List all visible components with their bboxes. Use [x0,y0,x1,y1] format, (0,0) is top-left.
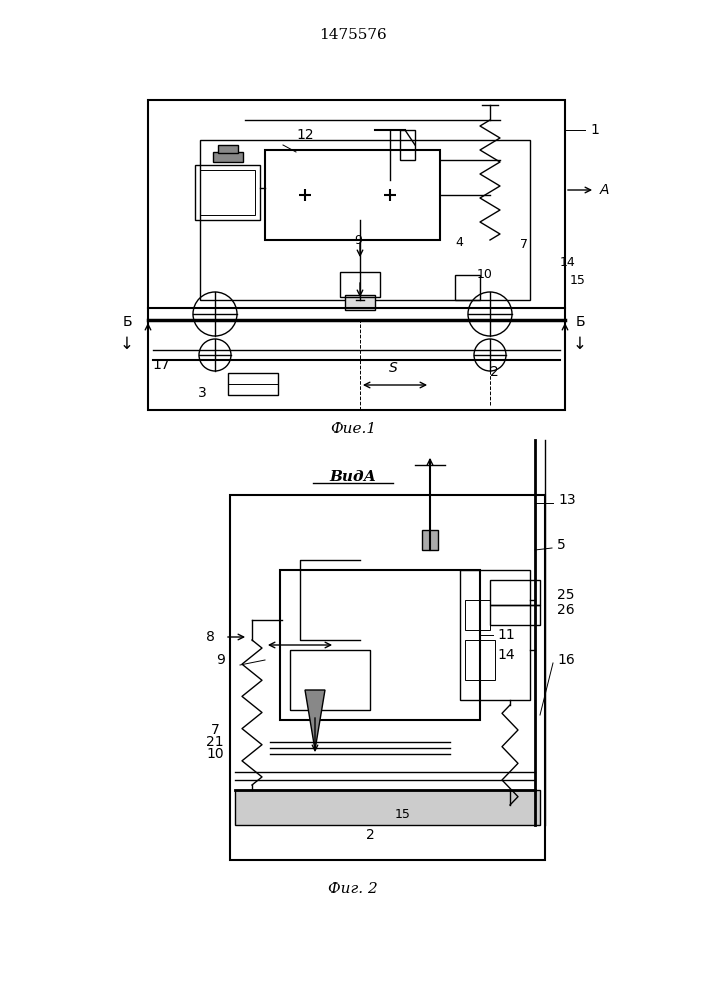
Bar [280,570,480,720]
Bar [490,605,540,625]
Text: 10: 10 [477,268,493,282]
Bar [465,640,495,680]
Bar [230,495,545,860]
Bar [422,530,438,550]
Text: 11: 11 [497,628,515,642]
Text: 12: 12 [296,128,314,142]
Bar [228,373,278,395]
Text: 14: 14 [497,648,515,662]
Text: ↓: ↓ [120,335,134,353]
Bar [200,170,255,215]
Text: 21: 21 [206,735,224,749]
Text: Б: Б [122,315,132,329]
Text: 1: 1 [590,123,599,137]
Text: 5: 5 [557,538,566,552]
Bar [340,272,380,297]
Text: 15: 15 [395,808,411,822]
Bar [213,152,243,162]
Text: 2: 2 [366,828,375,842]
Bar [400,130,415,160]
Text: 14: 14 [560,255,575,268]
Text: 1475576: 1475576 [319,28,387,42]
Text: 2: 2 [490,365,498,379]
Bar [460,570,530,700]
Text: 17: 17 [152,358,170,372]
Text: ↓: ↓ [573,335,587,353]
Text: 9: 9 [354,233,362,246]
Bar [195,165,260,220]
Bar [148,100,565,410]
Polygon shape [305,690,325,750]
Text: 7: 7 [211,723,219,737]
Text: 10: 10 [206,747,224,761]
Text: 25: 25 [557,588,575,602]
Bar [200,140,530,300]
Bar [290,650,370,710]
Text: 3: 3 [198,386,206,400]
Text: Б: Б [575,315,585,329]
Text: ВидА: ВидА [329,470,377,484]
Text: Фиг. 2: Фиг. 2 [328,882,378,896]
Bar [265,150,440,240]
Bar [490,580,540,605]
Text: 16: 16 [557,653,575,667]
Bar [235,790,540,825]
Text: 4: 4 [455,235,463,248]
Text: A: A [600,183,609,197]
Text: Фие.1: Фие.1 [330,422,376,436]
Text: 7: 7 [520,238,528,251]
Text: 13: 13 [558,493,575,507]
Bar [465,600,490,630]
Text: 8: 8 [206,630,214,644]
Bar [218,145,238,153]
Bar [455,275,480,300]
Bar [345,295,375,310]
Text: 9: 9 [216,653,225,667]
Text: S: S [389,361,397,375]
Bar [290,650,370,710]
Text: 15: 15 [570,273,586,286]
Text: 26: 26 [557,603,575,617]
